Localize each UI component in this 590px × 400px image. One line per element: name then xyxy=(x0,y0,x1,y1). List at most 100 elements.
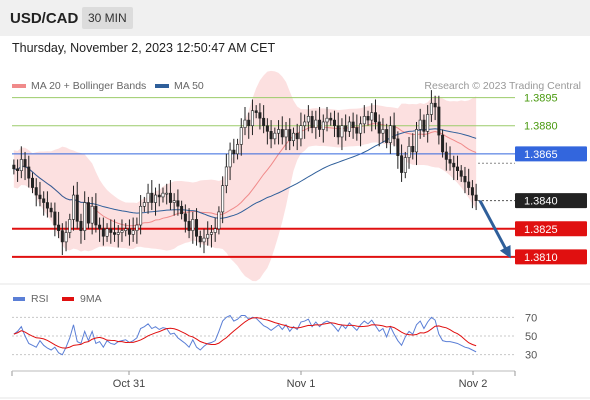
candle-body xyxy=(109,228,113,233)
level-label-pivot: 1.3865 xyxy=(524,149,558,161)
candle-body xyxy=(284,129,288,138)
candle-body xyxy=(429,102,433,115)
candle-body xyxy=(31,177,35,188)
forecast-arrow-head xyxy=(499,245,511,259)
level-badge-support xyxy=(515,249,587,265)
candle-body xyxy=(86,202,90,224)
candle-body xyxy=(381,129,385,134)
candle-body xyxy=(60,230,64,243)
level-badge-support xyxy=(515,221,587,237)
candle-body xyxy=(79,220,83,231)
candle-body xyxy=(157,194,161,198)
candle-body xyxy=(250,110,254,127)
candle-body xyxy=(385,129,389,143)
candle-body xyxy=(183,213,187,222)
candle-body xyxy=(396,138,400,156)
candle-body xyxy=(146,192,150,203)
candle-body xyxy=(422,119,426,132)
candle-body xyxy=(165,192,169,195)
time-tick-label: Oct 31 xyxy=(113,378,145,390)
candle-body xyxy=(176,200,180,207)
candle-body xyxy=(53,211,57,226)
candle-body xyxy=(38,194,42,200)
candle-body xyxy=(187,220,191,231)
legend-rsi-ma: 9MA xyxy=(62,293,102,305)
candle-body xyxy=(202,237,206,243)
candle-body xyxy=(206,234,210,239)
rsi-label: RSI xyxy=(31,293,49,305)
candle-body xyxy=(355,127,359,134)
candle-body xyxy=(414,129,418,153)
candle-body xyxy=(340,125,344,138)
candle-body xyxy=(332,119,336,127)
candle-body xyxy=(288,129,292,142)
candle-body xyxy=(444,151,448,160)
candle-body xyxy=(72,194,76,220)
candle-body xyxy=(318,119,322,130)
ma50-label: MA 50 xyxy=(174,80,204,92)
candle-body xyxy=(113,232,117,235)
forecast-arrow-shaft xyxy=(478,199,510,254)
candle-body xyxy=(299,125,303,140)
candle-body xyxy=(150,192,154,203)
candle-body xyxy=(12,164,16,170)
candle-body xyxy=(180,205,184,215)
chart-datetime: Thursday, November 2, 2023 12:50:47 AM C… xyxy=(12,41,276,55)
candle-body xyxy=(154,194,158,203)
candle-body xyxy=(370,112,374,121)
candle-body xyxy=(433,102,437,108)
level-label-resistance: 1.3880 xyxy=(524,121,558,133)
time-tick-label: Nov 2 xyxy=(459,378,488,390)
timeframe-button[interactable]: 30 MIN xyxy=(82,7,133,29)
candle-body xyxy=(437,106,441,136)
ma20-label: MA 20 + Bollinger Bands xyxy=(31,80,147,92)
candle-body xyxy=(310,116,314,128)
candle-body xyxy=(452,162,456,168)
candle-body xyxy=(68,219,72,233)
candle-body xyxy=(224,166,228,186)
candle-body xyxy=(83,202,87,231)
candle-body xyxy=(232,149,236,155)
candle-body xyxy=(105,228,109,237)
candle-body xyxy=(23,159,27,168)
candle-body xyxy=(470,187,474,196)
candle-body xyxy=(258,112,262,119)
bollinger-band xyxy=(13,70,477,282)
candle-body xyxy=(459,170,463,177)
level-label-last: 1.3840 xyxy=(524,196,558,208)
legend-rsi: RSI xyxy=(13,293,49,305)
rsi-line xyxy=(13,314,477,356)
candle-body xyxy=(291,132,295,142)
candle-body xyxy=(191,219,195,231)
candle-body xyxy=(45,202,49,209)
candle-body xyxy=(239,127,243,145)
rsi-swatch xyxy=(13,297,25,301)
rsi-tick-label: 30 xyxy=(525,350,537,362)
candle-body xyxy=(135,224,139,231)
ma50-line xyxy=(13,128,477,219)
candle-body xyxy=(90,205,94,224)
candle-body xyxy=(16,168,20,171)
candle-body xyxy=(139,205,143,226)
candle-body xyxy=(195,219,199,237)
candle-body xyxy=(377,121,381,134)
candle-body xyxy=(236,144,240,155)
rsi-ma-line xyxy=(13,317,477,349)
level-badge-pivot xyxy=(515,146,587,162)
rsi-ma-swatch xyxy=(62,297,74,301)
candle-body xyxy=(243,119,247,128)
candle-body xyxy=(418,119,422,130)
candle-body xyxy=(314,119,318,128)
candle-body xyxy=(426,114,430,132)
candle-body xyxy=(280,129,284,138)
header-bar: USD/CAD 30 MIN xyxy=(0,0,590,36)
candle-body xyxy=(463,176,467,183)
candle-body xyxy=(400,155,404,173)
candle-body xyxy=(34,187,38,196)
research-credit: Research © 2023 Trading Central xyxy=(424,80,581,92)
rsi-ma-label: 9MA xyxy=(80,293,102,305)
candle-body xyxy=(101,228,105,237)
candle-body xyxy=(94,205,98,226)
candle-body xyxy=(116,232,120,235)
